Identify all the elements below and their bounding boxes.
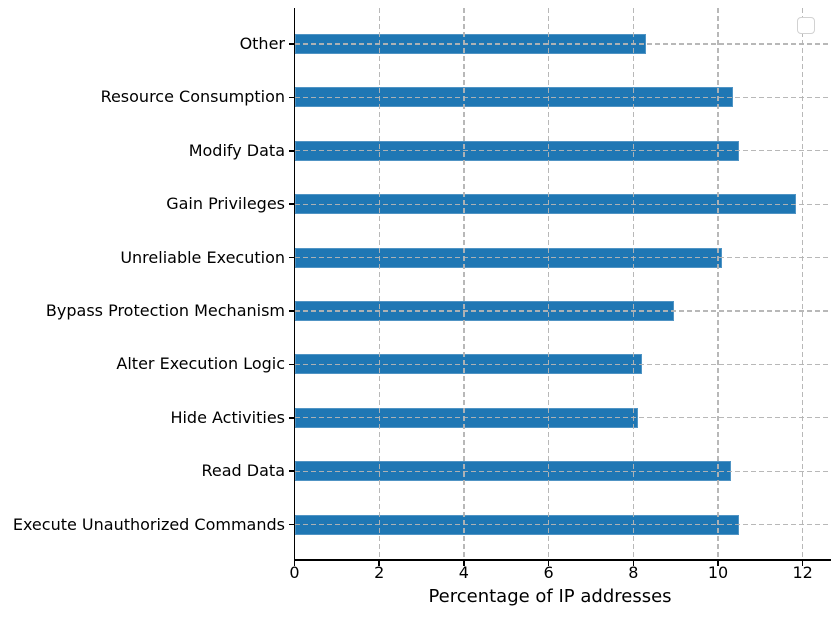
x-tick-label: 6: [543, 562, 554, 582]
x-gridline: [378, 8, 380, 559]
x-tick-mark: [547, 560, 550, 566]
category-label: Resource Consumption: [100, 87, 285, 107]
y-gridline: [294, 96, 831, 99]
category-label: Execute Unauthorized Commands: [12, 514, 285, 534]
x-tick-mark: [293, 560, 296, 566]
x-tick-label: 8: [628, 562, 639, 582]
y-gridline: [294, 470, 831, 472]
category-label: Modify Data: [188, 140, 285, 160]
y-tick-mark: [289, 310, 295, 312]
y-gridline: [294, 256, 831, 259]
y-gridline: [294, 43, 831, 45]
y-tick-mark: [289, 96, 295, 99]
x-gridline: [547, 8, 550, 559]
y-axis-spine: [293, 8, 296, 561]
category-label: Hide Activities: [170, 407, 285, 427]
y-gridline: [294, 150, 831, 152]
y-tick-mark: [289, 150, 295, 152]
y-tick-mark: [289, 43, 295, 45]
category-label: Alter Execution Logic: [116, 354, 285, 374]
y-tick-mark: [289, 470, 295, 472]
y-tick-mark: [289, 256, 295, 259]
category-label: Unreliable Execution: [120, 247, 285, 267]
x-gridline: [463, 8, 465, 559]
x-gridline: [802, 8, 804, 559]
y-tick-mark: [289, 363, 295, 366]
y-gridline: [294, 363, 831, 366]
x-tick-label: 4: [458, 562, 469, 582]
plot-area: [294, 8, 831, 559]
legend-box: [797, 17, 815, 34]
x-tick-label: 12: [792, 562, 813, 582]
x-axis-label: Percentage of IP addresses: [428, 586, 672, 607]
x-tick-label: 0: [289, 562, 300, 582]
y-gridline: [294, 523, 831, 526]
x-tick-label: 10: [707, 562, 729, 582]
x-tick-mark: [801, 560, 804, 566]
y-gridline: [294, 417, 831, 419]
y-tick-mark: [289, 417, 295, 419]
category-label: Bypass Protection Mechanism: [45, 301, 285, 320]
category-label: Read Data: [201, 461, 286, 481]
x-gridline: [717, 8, 719, 559]
x-axis-spine: [293, 559, 831, 561]
x-tick-label: 2: [374, 562, 385, 582]
x-tick-mark: [717, 560, 719, 566]
y-gridline: [294, 203, 831, 205]
x-tick-mark: [378, 560, 380, 566]
x-gridline: [632, 8, 634, 559]
category-label: Other: [239, 34, 285, 53]
x-tick-mark: [463, 560, 465, 566]
y-tick-mark: [289, 523, 295, 526]
x-tick-mark: [632, 560, 635, 566]
y-tick-mark: [289, 203, 295, 205]
y-gridline: [294, 310, 831, 312]
category-label: Gain Privileges: [166, 194, 285, 214]
